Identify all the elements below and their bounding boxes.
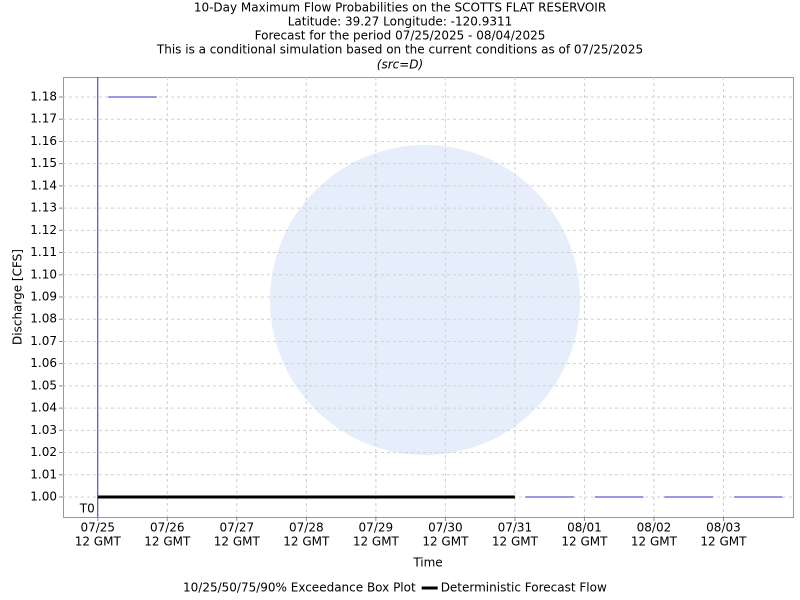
source-note: (src=D) — [377, 58, 423, 72]
subtitle: This is a conditional simulation based o… — [156, 43, 643, 57]
y-tick-label: 1.04 — [30, 401, 57, 415]
x-tick-label: 07/30 — [428, 521, 463, 535]
y-tick-label: 1.11 — [30, 245, 57, 259]
x-tick-label: 07/27 — [220, 521, 255, 535]
y-tick-label: 1.12 — [30, 223, 57, 237]
legend-label: Deterministic Forecast Flow — [441, 581, 607, 595]
y-axis-label: Discharge [CFS] — [11, 249, 25, 345]
x-axis-label: Time — [412, 556, 442, 570]
y-tick-label: 1.09 — [30, 290, 57, 304]
x-tick-label: 07/31 — [498, 521, 533, 535]
y-tick-label: 1.01 — [30, 467, 57, 481]
x-tick-label: 07/25 — [80, 521, 115, 535]
x-tick-sublabel: 12 GMT — [144, 535, 191, 549]
legend-label: 10/25/50/75/90% Exceedance Box Plot — [183, 581, 416, 595]
x-tick-sublabel: 12 GMT — [700, 535, 747, 549]
x-tick-label: 07/26 — [150, 521, 185, 535]
x-tick-sublabel: 12 GMT — [561, 535, 608, 549]
t0-label: T0 — [79, 502, 95, 516]
x-tick-sublabel: 12 GMT — [283, 535, 330, 549]
x-tick-label: 07/29 — [359, 521, 394, 535]
y-tick-label: 1.00 — [30, 490, 57, 504]
y-tick-label: 1.05 — [30, 378, 57, 392]
y-tick-label: 1.17 — [30, 112, 57, 126]
y-tick-label: 1.08 — [30, 312, 57, 326]
y-tick-label: 1.14 — [30, 178, 57, 192]
x-tick-sublabel: 12 GMT — [422, 535, 469, 549]
x-tick-sublabel: 12 GMT — [492, 535, 539, 549]
y-tick-label: 1.06 — [30, 356, 57, 370]
x-tick-sublabel: 12 GMT — [214, 535, 261, 549]
y-tick-label: 1.02 — [30, 445, 57, 459]
chart-title: 10-Day Maximum Flow Probabilities on the… — [194, 1, 606, 15]
subtitle: Forecast for the period 07/25/2025 - 08/… — [255, 29, 546, 43]
x-tick-label: 07/28 — [289, 521, 324, 535]
subtitle: Latitude: 39.27 Longitude: -120.9311 — [288, 15, 513, 29]
x-tick-label: 08/03 — [706, 521, 741, 535]
y-tick-label: 1.13 — [30, 201, 57, 215]
y-tick-label: 1.03 — [30, 423, 57, 437]
y-tick-label: 1.07 — [30, 334, 57, 348]
x-tick-sublabel: 12 GMT — [631, 535, 678, 549]
y-tick-label: 1.15 — [30, 156, 57, 170]
y-tick-label: 1.18 — [30, 90, 57, 104]
x-tick-sublabel: 12 GMT — [75, 535, 122, 549]
x-tick-label: 08/02 — [637, 521, 672, 535]
x-tick-label: 08/01 — [567, 521, 602, 535]
x-tick-sublabel: 12 GMT — [353, 535, 400, 549]
y-tick-label: 1.16 — [30, 134, 57, 148]
y-tick-label: 1.10 — [30, 267, 57, 281]
watermark — [270, 145, 580, 455]
